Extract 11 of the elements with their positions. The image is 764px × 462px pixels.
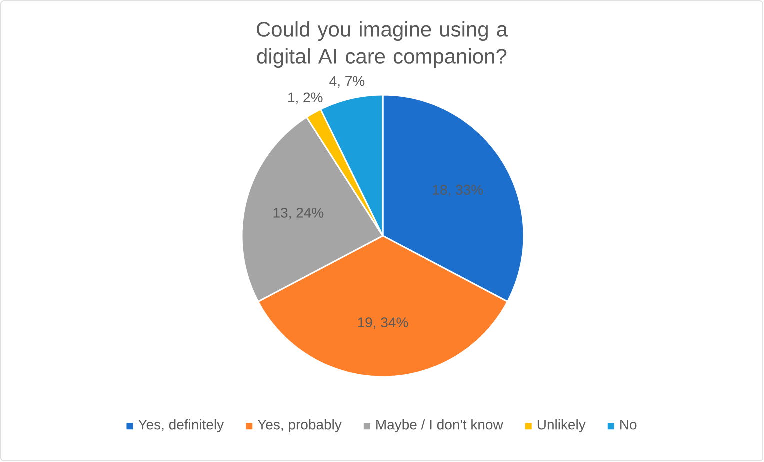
chart-title: Could you imagine using a digital AI care companion?	[256, 22, 508, 68]
legend-label: Maybe / I don't know	[376, 419, 504, 433]
data-label: 4, 7%	[330, 76, 365, 88]
data-label: 18, 33%	[433, 185, 484, 197]
legend-label: Yes, definitely	[138, 419, 224, 433]
data-label: 19, 34%	[358, 318, 408, 330]
data-label: 13, 24%	[274, 208, 324, 220]
legend-label: Unlikely	[538, 419, 586, 433]
legend-label: Yes, probably	[258, 419, 342, 433]
data-label: 1, 2%	[288, 92, 323, 104]
legend-label: No	[620, 420, 637, 430]
